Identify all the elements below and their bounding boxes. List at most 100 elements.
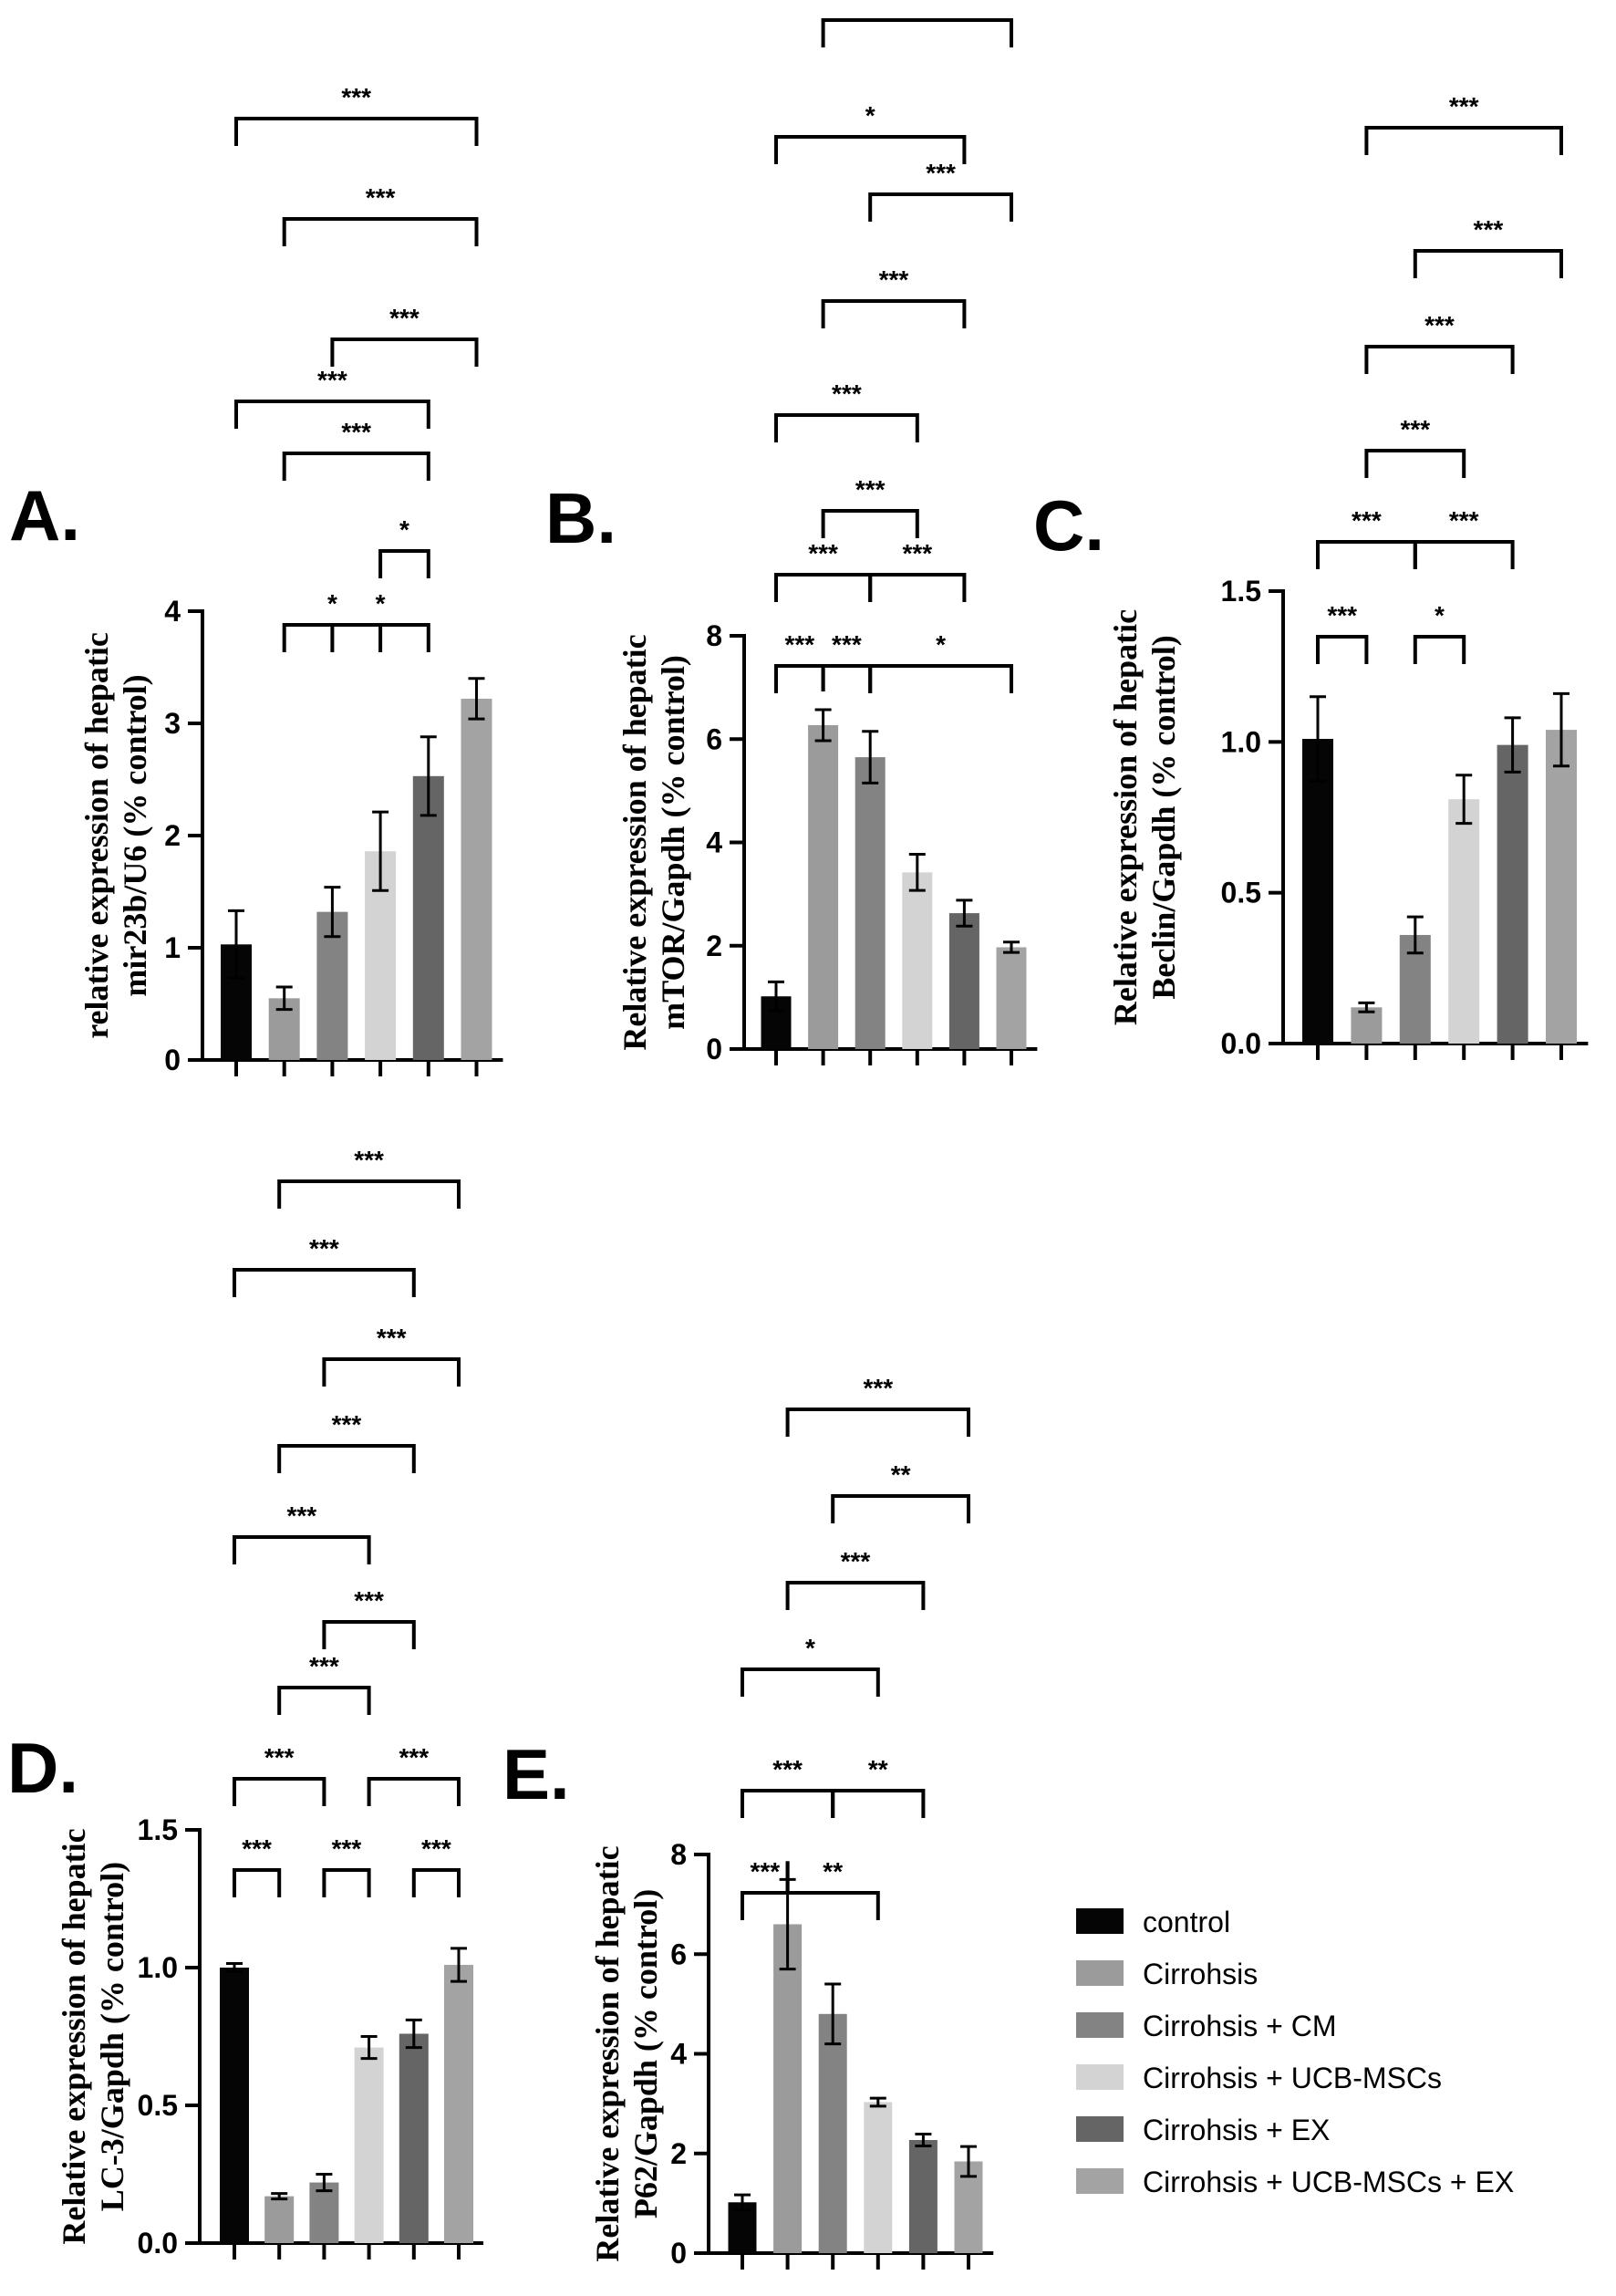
y-tick-label: 4 (706, 826, 722, 859)
significance-label: *** (242, 1834, 272, 1863)
bar-5 (399, 2033, 429, 2243)
significance-label: *** (332, 1834, 362, 1863)
significance-bracket (785, 1408, 970, 1437)
bar-2 (1351, 1007, 1383, 1044)
significance-label: *** (1449, 506, 1479, 535)
significance-bracket (277, 1179, 461, 1209)
legend-label: Cirrohsis + UCB-MSCs (1143, 2062, 1442, 2094)
y-tick-label: 0.5 (1221, 877, 1261, 909)
significance-bracket (233, 1868, 282, 1897)
significance-label: *** (1327, 601, 1357, 629)
significance-bracket (868, 664, 1013, 693)
y-tick-label: 0 (706, 1033, 722, 1065)
y-axis-label-line: Relative expression of hepatic (56, 1828, 92, 2244)
bar-6 (444, 1964, 473, 2243)
y-tick-label: 3 (164, 707, 181, 740)
significance-label: *** (389, 304, 420, 332)
y-tick-label: 4 (164, 595, 181, 628)
significance-label: ** (868, 1755, 888, 1783)
significance-label: *** (366, 183, 396, 212)
panel-letter: C. (1033, 485, 1104, 566)
significance-label: *** (879, 265, 909, 294)
significance-bracket (233, 1535, 371, 1564)
legend-label: Cirrohsis + UCB-MSCs + EX (1143, 2166, 1514, 2198)
significance-label: *** (750, 1857, 780, 1886)
y-tick-label: 0.5 (138, 2089, 178, 2122)
y-tick-label: 1.5 (1221, 575, 1261, 608)
chart-panel-c: C.Relative expression of hepaticBeclin/G… (1033, 92, 1589, 1060)
significance-bracket (330, 623, 430, 652)
significance-bracket (1413, 635, 1466, 664)
y-tick-label: 6 (706, 722, 722, 755)
significance-bracket (774, 573, 873, 602)
significance-bracket (233, 1268, 416, 1297)
bar-1 (220, 1968, 249, 2243)
significance-bracket (411, 1868, 461, 1897)
significance-label: *** (1474, 215, 1504, 244)
panel-letter: B. (545, 478, 616, 558)
significance-label: ** (823, 1857, 843, 1886)
legend-label: Cirrohsis + EX (1143, 2114, 1330, 2146)
significance-bracket (785, 1581, 926, 1610)
y-axis-label: Relative expression of hepaticBeclin/Gap… (1107, 609, 1182, 1025)
significance-bracket (774, 664, 825, 693)
significance-bracket (821, 18, 1013, 47)
legend-label: control (1143, 1906, 1230, 1938)
y-axis-label-line: Beclin/Gapdh (% control) (1145, 635, 1182, 999)
bar-3 (855, 757, 886, 1049)
significance-label: * (1435, 601, 1445, 629)
significance-bracket (868, 192, 1013, 222)
significance-bracket (322, 1868, 371, 1897)
bar-5 (908, 2140, 937, 2253)
y-tick-label: 1 (164, 931, 181, 964)
y-tick-label: 2 (706, 930, 722, 962)
bar-6 (1546, 730, 1577, 1044)
y-tick-label: 6 (670, 1938, 687, 1970)
significance-bracket (233, 1777, 326, 1806)
significance-label: *** (902, 0, 932, 13)
significance-label: *** (1352, 506, 1382, 535)
y-axis-label-line: relative expression of hepatic (78, 632, 115, 1039)
y-tick-label: 1.5 (138, 1813, 178, 1846)
panel-letter: A. (9, 475, 80, 556)
y-tick-label: 1.0 (1221, 725, 1261, 758)
significance-bracket (821, 509, 919, 538)
y-axis-label-line: mTOR/Gapdh (% control) (655, 655, 691, 1030)
significance-label: *** (354, 1146, 384, 1174)
significance-bracket (322, 1620, 416, 1649)
significance-label: *** (1449, 92, 1479, 120)
significance-label: *** (286, 1501, 316, 1530)
bar-2 (264, 2196, 295, 2243)
y-axis-label-line: mir23b/U6 (% control) (117, 674, 153, 996)
significance-label: *** (1424, 311, 1455, 339)
y-axis-label-line: LC-3/Gapdh (% control) (94, 1862, 130, 2211)
chart-panel-b: B. Relative expression of hepaticmTOR/Gap… (545, 0, 1038, 1065)
bar-4 (902, 872, 933, 1049)
significance-label: *** (832, 379, 862, 408)
significance-label: *** (264, 1743, 295, 1771)
y-tick-label: 1.0 (138, 1951, 178, 1984)
legend-swatch (1076, 1960, 1124, 1986)
panel-letter: D. (7, 1728, 78, 1808)
bar-5 (1497, 744, 1528, 1044)
significance-label: *** (1400, 415, 1430, 443)
significance-bracket (821, 299, 967, 328)
significance-label: *** (377, 1324, 407, 1352)
significance-label: *** (808, 539, 838, 567)
y-tick-label: 8 (706, 619, 722, 652)
significance-bracket (741, 1667, 880, 1697)
bar-2 (808, 724, 839, 1049)
y-tick-label: 8 (670, 1838, 687, 1871)
significance-label: *** (354, 1586, 384, 1615)
y-axis-label: Relative expression of hepaticmTOR/Gapdh… (616, 634, 691, 1050)
legend-swatch (1076, 2116, 1124, 2142)
significance-label: * (936, 630, 946, 659)
significance-label: *** (421, 1834, 451, 1863)
significance-label: *** (332, 1410, 362, 1439)
significance-label: * (327, 589, 337, 618)
significance-label: *** (309, 1234, 339, 1262)
bar-6 (461, 698, 492, 1060)
significance-bracket (1364, 345, 1515, 374)
bar-2 (773, 1924, 803, 2253)
